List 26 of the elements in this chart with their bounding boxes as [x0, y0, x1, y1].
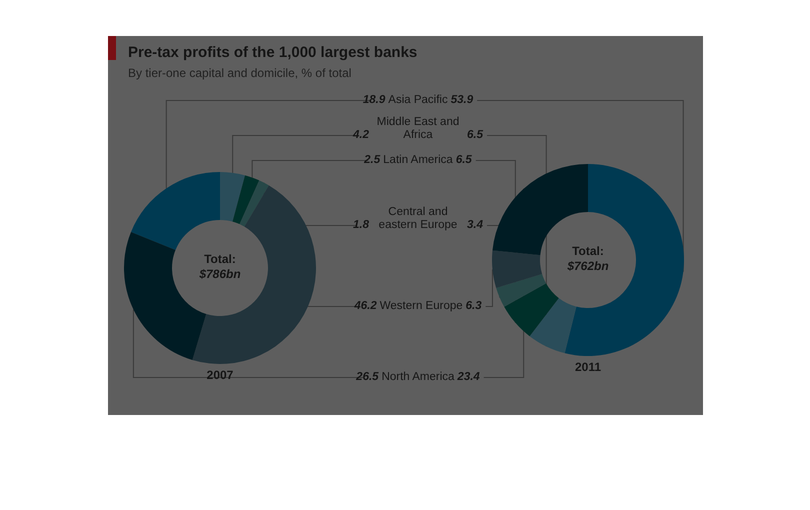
chart-title: Pre-tax profits of the 1,000 largest banks — [128, 44, 418, 61]
data-label: 3.4 — [467, 219, 483, 232]
slice-label: Middle East and Africa — [376, 116, 460, 142]
data-label: 6.3 — [466, 300, 482, 313]
text: $786bn — [198, 267, 242, 282]
text: Total: — [203, 252, 237, 267]
data-label: 26.5 — [356, 371, 379, 384]
slice-label: Asia Pacific — [388, 94, 448, 107]
slice-label: Central and eastern Europe — [378, 206, 458, 232]
data-label: 2.5 — [364, 154, 380, 167]
data-label: 23.4 — [457, 371, 480, 384]
text: 2011 — [574, 360, 602, 374]
slice-label: Latin America — [383, 154, 453, 167]
data-label: 6.5 — [456, 154, 472, 167]
text: $762bn — [566, 259, 610, 274]
data-label: 4.2 — [353, 129, 369, 142]
text: Total: — [571, 244, 605, 259]
data-label: 18.9 — [362, 94, 386, 107]
text: 2007 — [206, 368, 234, 382]
data-label: 1.8 — [353, 219, 369, 232]
data-label: 6.5 — [467, 129, 483, 142]
data-label: 53.9 — [450, 94, 474, 107]
slice-label: Western Europe — [380, 300, 463, 313]
chart-subtitle: By tier-one capital and domicile, % of total — [128, 66, 352, 80]
data-label: 46.2 — [354, 300, 377, 313]
slice-label: North America — [382, 371, 454, 384]
